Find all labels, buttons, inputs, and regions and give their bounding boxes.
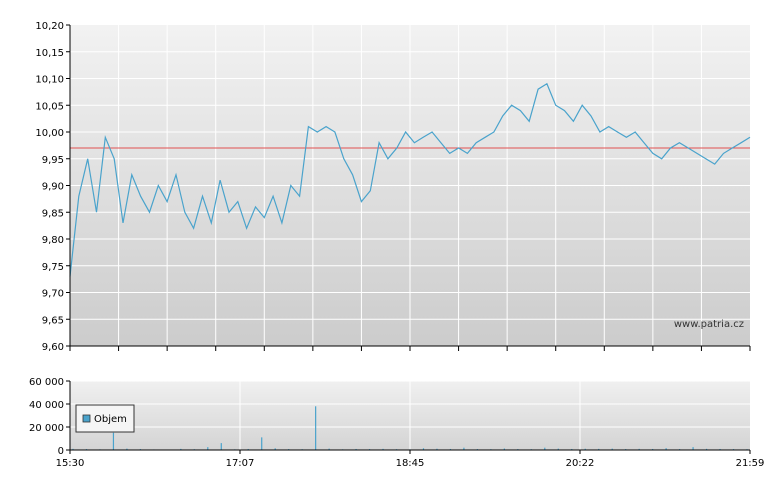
price-y-tick-label: 10,15 [35, 48, 64, 59]
volume-bar [221, 443, 222, 450]
volume-x-tick-label: 18:45 [396, 458, 425, 469]
volume-x-tick-label: 17:07 [226, 458, 255, 469]
price-y-tick-label: 9,95 [42, 155, 64, 166]
volume-x-tick-label: 20:22 [566, 458, 595, 469]
volume-y-tick-label: 20 000 [29, 423, 64, 434]
price-y-tick-label: 9,90 [42, 182, 64, 193]
legend-swatch [83, 415, 90, 422]
price-y-tick-label: 9,80 [42, 235, 64, 246]
volume-y-axis: 0 20 000 40 000 60 000 [29, 377, 70, 457]
price-y-tick-label: 9,60 [42, 342, 64, 353]
volume-x-tick-label: 15:30 [56, 458, 85, 469]
price-y-axis: 9,60 9,65 9,70 9,75 9,80 9,85 9,90 9,95 10,00 10,… [35, 21, 70, 353]
price-y-tick-label: 10,20 [35, 21, 64, 32]
volume-x-tick-label: 21:59 [736, 458, 765, 469]
price-y-tick-label: 9,85 [42, 208, 64, 219]
volume-bar [113, 433, 114, 450]
volume-legend: Objem [76, 405, 134, 432]
price-x-axis-ticks [70, 346, 750, 351]
volume-x-axis: 15:30 17:07 18:45 20:22 21:59 [56, 450, 765, 469]
price-y-tick-label: 9,65 [42, 315, 64, 326]
volume-y-tick-label: 40 000 [29, 400, 64, 411]
price-y-tick-label: 10,00 [35, 128, 64, 139]
volume-bar [261, 437, 262, 450]
price-y-tick-label: 10,10 [35, 75, 64, 86]
legend-label: Objem [94, 414, 127, 425]
price-y-tick-label: 10,05 [35, 101, 64, 112]
volume-y-tick-label: 60 000 [29, 377, 64, 388]
volume-y-tick-label: 0 [58, 446, 64, 457]
watermark: www.patria.cz [674, 319, 744, 330]
price-y-tick-label: 9,70 [42, 289, 64, 300]
volume-bar [315, 406, 316, 450]
price-y-tick-label: 9,75 [42, 262, 64, 273]
